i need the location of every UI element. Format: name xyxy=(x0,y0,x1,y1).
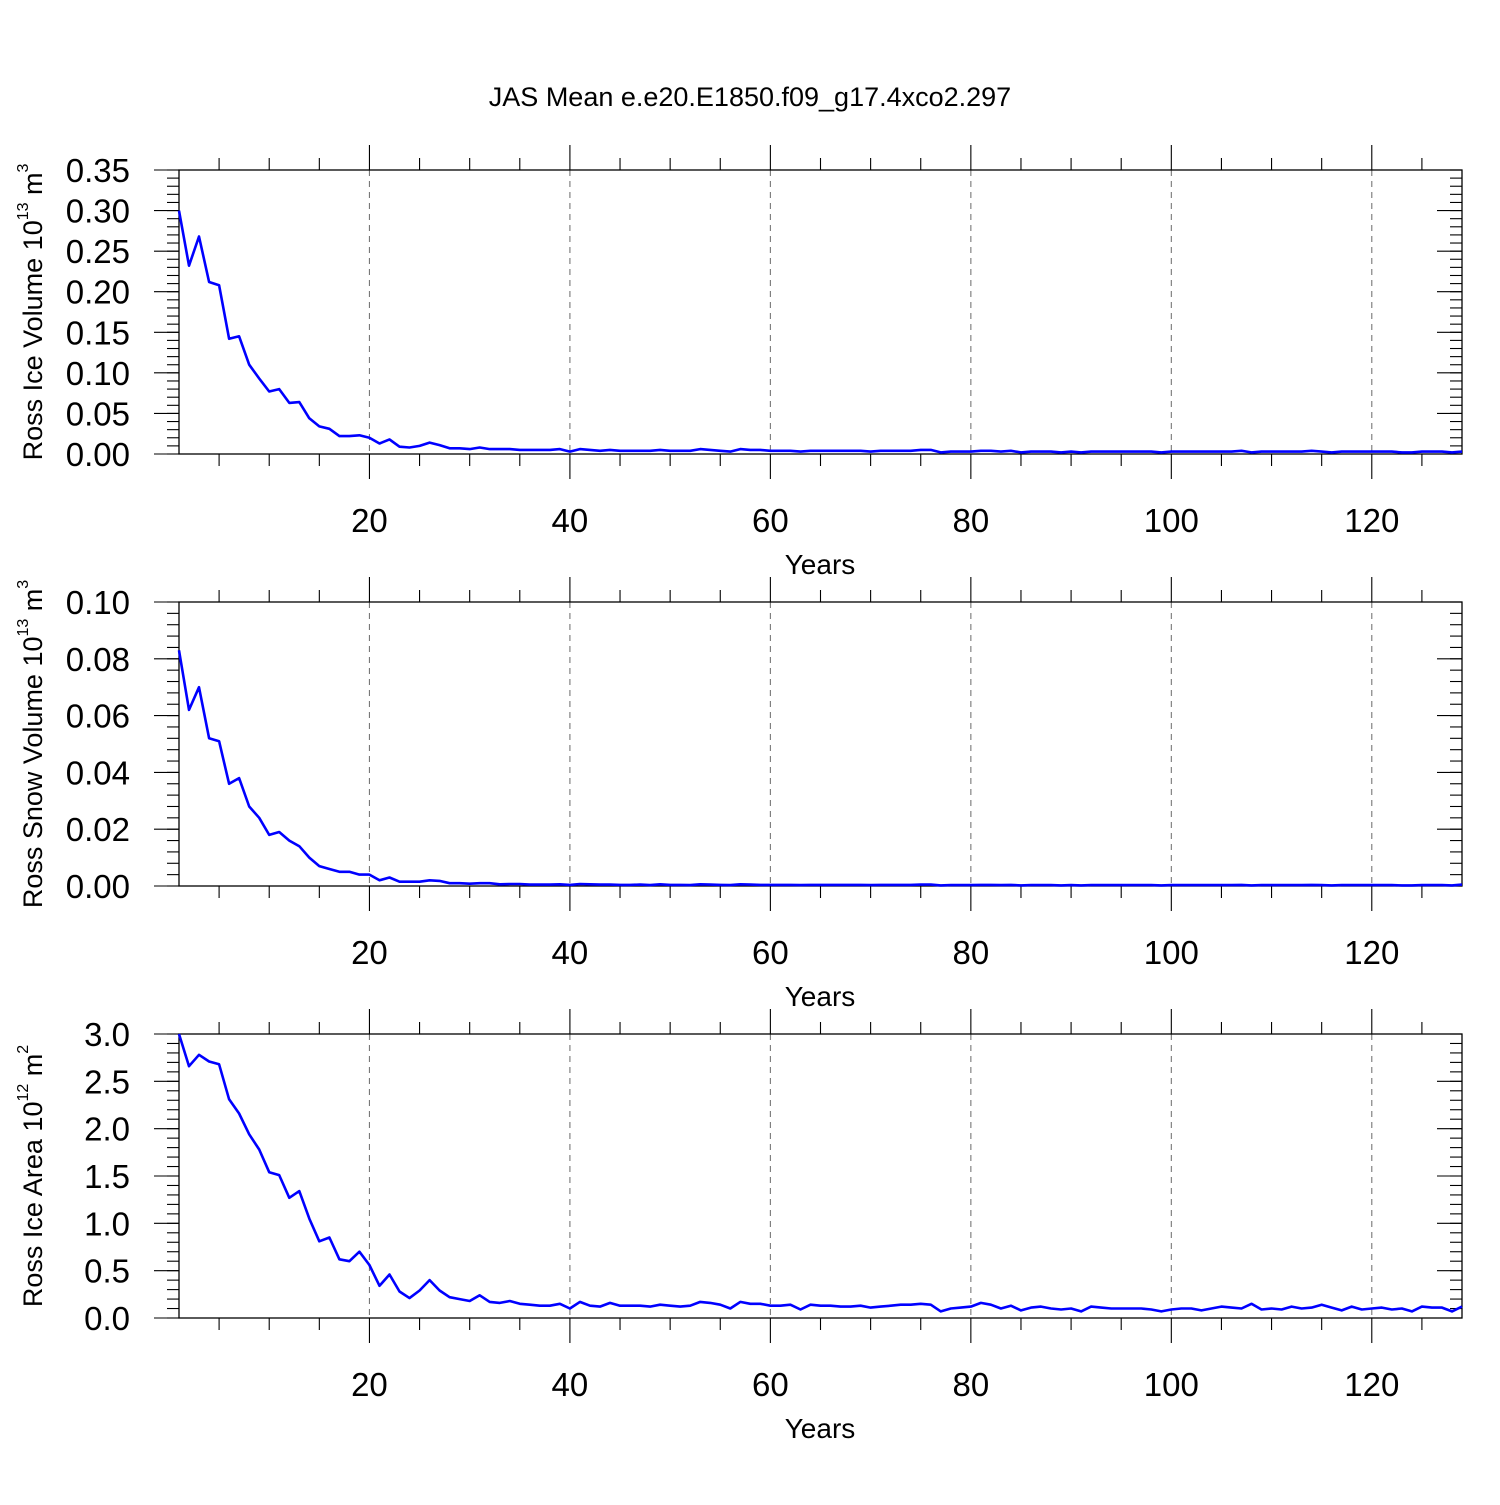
y-tick-label-0.08: 0.08 xyxy=(66,641,130,678)
x-tick-label-20: 20 xyxy=(351,934,388,971)
y-axis-label-superscript: 3 xyxy=(15,163,32,172)
y-tick-label-0.00: 0.00 xyxy=(66,868,130,905)
y-axis-label-text: m xyxy=(18,1054,48,1084)
x-tick-label-60: 60 xyxy=(752,502,789,539)
chart-panel-2: 20 40 60 80 100 120 0.00 0.02 0.04 0.06 0.08 0.10 Ye… xyxy=(15,577,1463,1012)
y-tick-label-0.10: 0.10 xyxy=(66,584,130,621)
y-tick-label-0.02: 0.02 xyxy=(66,811,130,848)
y-tick-label-0.25: 0.25 xyxy=(66,233,130,270)
x-tick-label-80: 80 xyxy=(952,1366,989,1403)
x-tick-label-60: 60 xyxy=(752,1366,789,1403)
x-tick-label-120: 120 xyxy=(1344,1366,1399,1403)
x-tick-label-100: 100 xyxy=(1144,1366,1199,1403)
y-axis-label-superscript: 13 xyxy=(15,619,32,637)
x-tick-label-60: 60 xyxy=(752,934,789,971)
y-axis-label-superscript: 3 xyxy=(15,580,32,589)
y-axis-label: Ross Snow Volume 1013 m3 xyxy=(15,580,48,908)
series-line xyxy=(177,650,1463,887)
y-axis-label-superscript: 12 xyxy=(15,1084,32,1102)
x-axis-label: Years xyxy=(785,1413,856,1444)
y-axis-label-text: Ross Ice Volume 10 xyxy=(18,220,48,460)
x-tick-label-40: 40 xyxy=(552,1366,589,1403)
chart-panel-3: 20 40 60 80 100 120 0.0 0.5 1.0 1.5 2.0 2.5 3.0 Years… xyxy=(15,1009,1463,1444)
y-axis-label-text: Ross Ice Area 10 xyxy=(18,1102,48,1308)
x-tick-label-100: 100 xyxy=(1144,502,1199,539)
x-tick-label-120: 120 xyxy=(1344,502,1399,539)
y-tick-label-0.05: 0.05 xyxy=(66,395,130,432)
plot-frame xyxy=(178,169,1463,455)
y-axis-label-text: m xyxy=(18,172,48,202)
x-tick-label-80: 80 xyxy=(952,934,989,971)
x-tick-label-20: 20 xyxy=(351,502,388,539)
x-tick-label-40: 40 xyxy=(552,502,589,539)
y-tick-label-2.0: 2.0 xyxy=(84,1111,130,1148)
y-tick-label-0.04: 0.04 xyxy=(66,754,130,791)
y-axis-label-superscript: 2 xyxy=(15,1045,32,1054)
series-line xyxy=(177,1033,1463,1313)
y-axis-label: Ross Ice Volume 1013 m3 xyxy=(15,163,48,460)
y-tick-label-1.5: 1.5 xyxy=(84,1158,130,1195)
x-tick-label-80: 80 xyxy=(952,502,989,539)
x-axis-label: Years xyxy=(785,981,856,1012)
y-tick-label-0.0: 0.0 xyxy=(84,1300,130,1337)
y-tick-label-0.00: 0.00 xyxy=(66,436,130,473)
x-tick-label-40: 40 xyxy=(552,934,589,971)
x-tick-label-120: 120 xyxy=(1344,934,1399,971)
y-tick-label-2.5: 2.5 xyxy=(84,1063,130,1100)
y-tick-label-0.5: 0.5 xyxy=(84,1253,130,1290)
x-tick-label-20: 20 xyxy=(351,1366,388,1403)
y-tick-label-0.15: 0.15 xyxy=(66,314,130,351)
plot-frame xyxy=(178,601,1463,887)
plot-frame xyxy=(178,1033,1463,1319)
y-tick-label-0.35: 0.35 xyxy=(66,152,130,189)
y-tick-label-3.0: 3.0 xyxy=(84,1016,130,1053)
y-axis-label-superscript: 13 xyxy=(15,202,32,220)
chart-panel-1: 20 40 60 80 100 1200.000.050.100.150.200.250.… xyxy=(15,145,1463,580)
series-line xyxy=(177,210,1463,454)
x-axis-label: Years xyxy=(785,549,856,580)
y-tick-label-1.0: 1.0 xyxy=(84,1205,130,1242)
y-tick-label-0.10: 0.10 xyxy=(66,355,130,392)
y-axis-label-text: m xyxy=(18,589,48,619)
y-axis-label: Ross Ice Area 1012 m2 xyxy=(15,1045,48,1307)
y-axis-label-text: Ross Snow Volume 10 xyxy=(18,637,48,909)
x-tick-label-100: 100 xyxy=(1144,934,1199,971)
y-tick-label-0.30: 0.30 xyxy=(66,193,130,230)
y-tick-label-0.20: 0.20 xyxy=(66,274,130,311)
y-tick-label-0.06: 0.06 xyxy=(66,698,130,735)
chart-panels: 20 40 60 80 100 1200.000.050.100.150.200.250.… xyxy=(15,145,1463,1444)
chart-title: JAS Mean e.e20.E1850.f09_g17.4xco2.297 xyxy=(489,82,1011,112)
